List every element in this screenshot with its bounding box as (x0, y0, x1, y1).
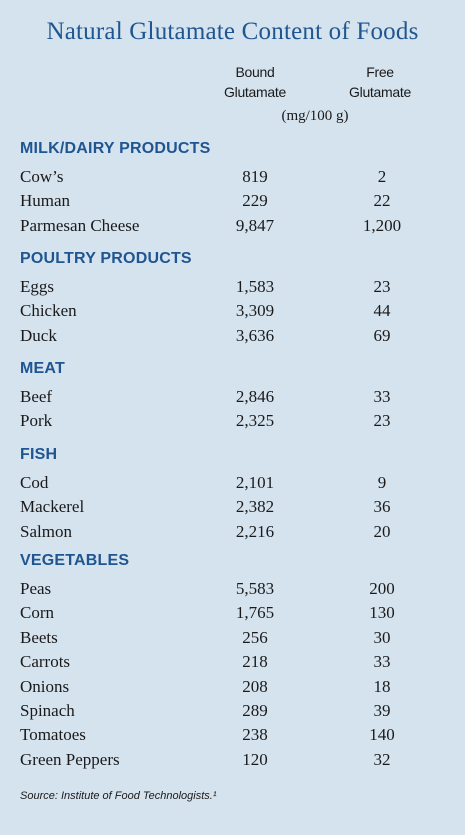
table-row: Salmon 2,216 20 (0, 522, 465, 546)
table-row: Onions 208 18 (0, 677, 465, 701)
bound-glutamate-value: 229 (242, 191, 268, 211)
bound-glutamate-value: 2,101 (235, 473, 275, 492)
column-header-bound: Bound Glutamate (210, 62, 300, 102)
table-row: Spinach 289 39 (0, 701, 465, 725)
bound-glutamate-value: 120 (242, 749, 268, 769)
section-heading: MEAT (20, 360, 65, 377)
free-glutamate-value: 130 (369, 603, 395, 623)
free-glutamate-value: 39 (373, 701, 391, 720)
column-header-free-line2: Glutamate (349, 84, 411, 100)
free-glutamate-value: 32 (373, 749, 391, 769)
table-row: Human 229 22 (0, 191, 465, 215)
free-glutamate-value: 30 (373, 627, 391, 647)
column-header-free: Free Glutamate (335, 62, 425, 102)
food-name: Eggs (20, 277, 54, 296)
bound-glutamate-value: 289 (242, 701, 268, 720)
column-header-free-line1: Free (366, 64, 394, 80)
food-name: Parmesan Cheese (20, 215, 140, 235)
food-name: Cod (20, 473, 49, 492)
food-name: Duck (20, 325, 57, 345)
bound-glutamate-value: 2,382 (235, 497, 275, 517)
bound-glutamate-value: 238 (242, 725, 268, 745)
free-glutamate-value: 44 (373, 301, 391, 321)
table-row: Chicken 3,309 44 (0, 301, 465, 325)
free-glutamate-value: 2 (377, 167, 387, 186)
column-header-bound-line1: Bound (235, 64, 275, 80)
food-name: Onions (20, 676, 70, 696)
bound-glutamate-value: 208 (242, 676, 268, 696)
section-heading: POULTRY PRODUCTS (20, 250, 192, 267)
food-name: Tomatoes (20, 725, 86, 745)
table-row: Parmesan Cheese 9,847 1,200 (0, 216, 465, 240)
food-name: Carrots (20, 652, 71, 672)
table-row: Cod 2,101 9 (0, 473, 465, 497)
table-row: Beets 256 30 (0, 628, 465, 652)
unit-label: (mg/100 g) (281, 108, 349, 124)
table-row: Peas 5,583 200 (0, 579, 465, 603)
free-glutamate-value: 23 (373, 411, 391, 431)
section-heading: VEGETABLES (20, 552, 130, 569)
bound-glutamate-value: 3,636 (235, 325, 275, 345)
food-name: Corn (20, 603, 54, 623)
table-row: Tomatoes 238 140 (0, 725, 465, 749)
bound-glutamate-value: 5,583 (235, 579, 275, 598)
free-glutamate-value: 9 (377, 473, 387, 492)
column-header-bound-line2: Glutamate (224, 84, 286, 100)
free-glutamate-value: 33 (373, 652, 391, 672)
food-name: Human (20, 191, 71, 211)
section-heading: FISH (20, 446, 58, 463)
table-row: Carrots 218 33 (0, 652, 465, 676)
food-name: Pork (20, 411, 53, 431)
table-row: Mackerel 2,382 36 (0, 497, 465, 521)
table-row: Green Peppers 120 32 (0, 750, 465, 774)
food-name: Cow’s (20, 167, 64, 186)
bound-glutamate-value: 256 (242, 627, 268, 647)
bound-glutamate-value: 1,765 (235, 603, 275, 623)
bound-glutamate-value: 9,847 (235, 215, 275, 235)
table-row: Duck 3,636 69 (0, 326, 465, 350)
table-row: Beef 2,846 33 (0, 387, 465, 411)
bound-glutamate-value: 2,846 (235, 387, 275, 406)
food-name: Peas (20, 579, 52, 598)
table-row: Corn 1,765 130 (0, 603, 465, 627)
free-glutamate-value: 140 (369, 725, 395, 745)
section-heading: MILK/DAIRY PRODUCTS (20, 140, 211, 157)
bound-glutamate-value: 3,309 (235, 301, 275, 321)
food-name: Beets (20, 627, 58, 647)
table-row: Eggs 1,583 23 (0, 277, 465, 301)
free-glutamate-value: 1,200 (362, 215, 402, 235)
food-name: Green Peppers (20, 749, 120, 769)
page-title: Natural Glutamate Content of Foods (46, 18, 419, 45)
bound-glutamate-value: 2,216 (235, 521, 275, 541)
food-name: Spinach (20, 701, 75, 720)
free-glutamate-value: 36 (373, 497, 391, 517)
free-glutamate-value: 22 (373, 191, 391, 211)
food-name: Beef (20, 387, 53, 406)
food-name: Salmon (20, 521, 72, 541)
free-glutamate-value: 20 (373, 521, 391, 541)
bound-glutamate-value: 218 (242, 652, 268, 672)
free-glutamate-value: 200 (369, 579, 395, 598)
table-row: Pork 2,325 23 (0, 411, 465, 435)
food-name: Chicken (20, 301, 77, 321)
free-glutamate-value: 69 (373, 325, 391, 345)
table-row: Cow’s 819 2 (0, 167, 465, 191)
bound-glutamate-value: 2,325 (235, 411, 275, 431)
source-note: Source: Institute of Food Technologists.… (20, 790, 217, 802)
food-name: Mackerel (20, 497, 85, 517)
bound-glutamate-value: 819 (242, 167, 268, 186)
free-glutamate-value: 33 (373, 387, 391, 406)
free-glutamate-value: 23 (373, 277, 391, 296)
free-glutamate-value: 18 (373, 676, 391, 696)
bound-glutamate-value: 1,583 (235, 277, 275, 296)
